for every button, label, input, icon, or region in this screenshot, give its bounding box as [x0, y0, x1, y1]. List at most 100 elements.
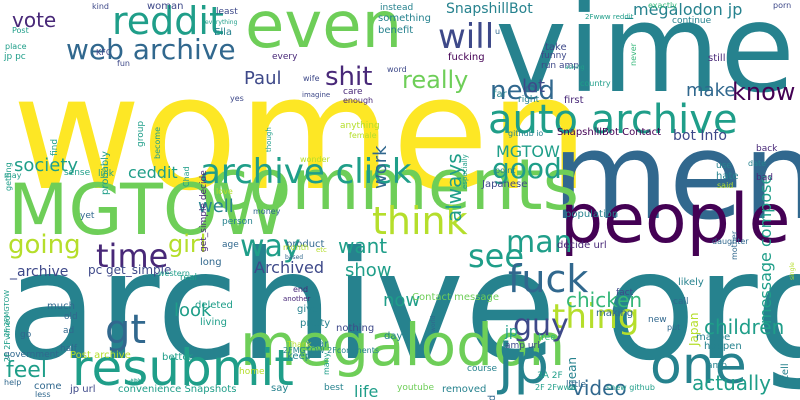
- word-best: best: [324, 383, 344, 393]
- word-western: western: [158, 269, 190, 278]
- word-porn: porn: [773, 1, 792, 10]
- word-reddit: reddit: [112, 0, 224, 43]
- word-put: put: [667, 323, 681, 332]
- word-new: new: [648, 315, 667, 325]
- word-wonder: wonder: [300, 155, 330, 164]
- word-guy: guy: [513, 308, 569, 343]
- word-shit: shit: [325, 62, 373, 92]
- word-work: work: [370, 145, 391, 190]
- word-better: better: [162, 352, 193, 363]
- word-another: another: [283, 295, 311, 303]
- word-help: help: [4, 378, 22, 387]
- word-society: society: [14, 155, 79, 176]
- word-life: life: [354, 382, 379, 400]
- word-ella: Ella: [214, 27, 233, 38]
- word-paul: Paul: [244, 68, 282, 89]
- word-show: show: [345, 260, 392, 281]
- word-wife: wife: [303, 74, 320, 83]
- word-removed: removed: [442, 384, 487, 395]
- word-may: may: [4, 171, 22, 180]
- word-archive-small: _archive: [10, 264, 69, 280]
- word-jp-url: jp url: [70, 384, 96, 395]
- word-good: good: [492, 152, 562, 185]
- word-auto-archive: auto archive: [488, 97, 738, 143]
- word-government: government: [4, 350, 59, 360]
- word-post-archive: Post archive: [70, 350, 131, 361]
- word-something: something: [378, 13, 431, 24]
- word-fucking: fucking: [448, 52, 485, 63]
- word-web-archive: web archive: [66, 33, 236, 66]
- word-find: find: [50, 138, 60, 156]
- word-pretty: pretty: [300, 318, 331, 329]
- word-link: link: [98, 169, 114, 179]
- word-amp: amp: [707, 361, 727, 371]
- word-home: home: [239, 367, 265, 377]
- word-yet: yet: [80, 211, 95, 221]
- word-single: single: [789, 261, 796, 280]
- word-kind: kind: [92, 2, 110, 11]
- word-convenience-snapshots: convenience Snapshots: [118, 384, 237, 395]
- word-see: see: [468, 237, 525, 275]
- word-point: point: [495, 166, 516, 175]
- word-anything: anything: [340, 121, 380, 131]
- word-give: give: [297, 304, 319, 315]
- word-continue: continue: [672, 16, 712, 26]
- word-resubmit: resubmit: [72, 339, 294, 397]
- word-imagine: imagine: [302, 91, 331, 99]
- word-deleted: deleted: [195, 300, 233, 311]
- word-money: money: [253, 207, 281, 216]
- word-take: take: [545, 42, 567, 53]
- word-keep: keep: [287, 351, 312, 362]
- word-decide-url: decide url: [557, 240, 607, 251]
- word-archive-click: archive click: [200, 152, 412, 192]
- word-likely: likely: [678, 277, 704, 288]
- word-github-io: github io: [508, 129, 544, 138]
- word-maybe: maybe: [696, 332, 731, 343]
- word-want: want: [338, 234, 388, 258]
- word-much: much: [47, 301, 75, 312]
- word-yes: yes: [230, 94, 244, 103]
- word-bot-info: bot Info: [673, 128, 727, 144]
- word-enough: enough: [343, 96, 374, 105]
- word-jp-big: jp: [498, 332, 550, 397]
- word-way: way: [240, 229, 301, 264]
- word-3a-2f: 3A 2F: [537, 371, 563, 381]
- word-comments: comments: [210, 144, 580, 226]
- word-everything: everything: [205, 19, 238, 26]
- word-population: population: [565, 209, 619, 220]
- word-japanese: Japanese: [482, 179, 528, 190]
- word-ad: ad: [63, 326, 75, 336]
- word-course: course: [467, 364, 498, 374]
- word-day: day: [384, 331, 403, 342]
- word-know: know: [732, 78, 796, 106]
- word-fun: fun: [117, 59, 130, 68]
- word-little: little: [566, 380, 587, 390]
- word-female: female: [349, 131, 377, 140]
- word-month: month: [283, 243, 309, 252]
- word-people: people: [560, 180, 791, 259]
- word-2fwww-reddit: 2Fwww reddit: [585, 13, 634, 21]
- word-archive-org: archive org: [6, 220, 800, 394]
- word-message-compose: message compose: [756, 174, 775, 324]
- word-time: time: [96, 237, 169, 275]
- word-fact: fact: [616, 288, 634, 298]
- word-first: first: [564, 95, 584, 106]
- word-fuck: fuck: [508, 257, 589, 301]
- word-mgtow: MGTOW: [8, 169, 288, 251]
- word-old: old: [64, 312, 78, 322]
- word-pc-get-simple: pc get_simple: [88, 263, 172, 277]
- word-around: around: [487, 395, 498, 400]
- word-group: group: [136, 120, 146, 147]
- word-least: least: [216, 7, 238, 17]
- word-still: still: [708, 53, 726, 64]
- word-megalodon-jp: _megalodon jp: [625, 0, 743, 19]
- word-end: end: [293, 285, 309, 294]
- word-right: right: [518, 95, 540, 105]
- word-call: call: [673, 297, 689, 307]
- word-person: person: [222, 217, 253, 227]
- word-woman: woman: [147, 1, 184, 12]
- word-lot: lot: [522, 76, 546, 97]
- word-free: free: [538, 333, 556, 343]
- word-kfc: KFC: [96, 48, 112, 57]
